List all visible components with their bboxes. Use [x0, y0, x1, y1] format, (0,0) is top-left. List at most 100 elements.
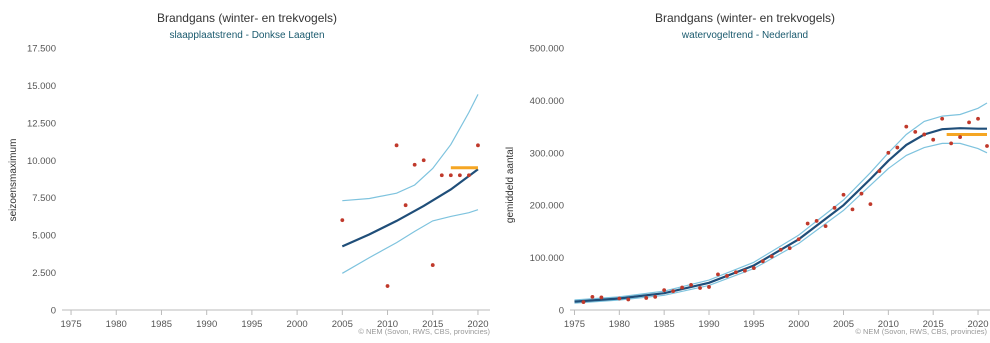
data-marks: [340, 143, 480, 288]
chart-subtitle: slaapplaatstrend - Donkse Laagten: [169, 30, 324, 41]
x-tick-label: 1980: [609, 319, 630, 330]
data-point: [448, 173, 453, 178]
data-point: [823, 224, 828, 229]
data-point: [814, 219, 819, 223]
x-tick-label: 2005: [332, 319, 353, 330]
data-point: [985, 144, 989, 148]
data-point: [886, 150, 891, 155]
data-point: [958, 135, 962, 139]
y-tick-label: 0: [559, 306, 564, 317]
data-point: [796, 237, 801, 242]
data-point: [698, 286, 702, 290]
x-tick-label: 1975: [564, 319, 585, 330]
chart-credits: © NEM (Sovon, RWS, CBS, provincies): [358, 327, 490, 336]
x-tick-label: 1975: [60, 319, 81, 330]
y-tick-label: 400.000: [530, 96, 564, 107]
chart-subtitle: watervogeltrend - Nederland: [681, 30, 808, 41]
data-point: [599, 295, 604, 300]
data-point: [787, 246, 792, 251]
data-point: [734, 270, 738, 275]
x-tick-label: 1990: [698, 319, 719, 330]
data-point: [868, 202, 873, 207]
data-point: [626, 297, 631, 302]
data-point: [439, 173, 444, 178]
y-tick-label: 200.000: [530, 201, 564, 212]
data-point: [662, 288, 667, 292]
data-point: [742, 268, 747, 273]
x-tick-label: 2000: [287, 319, 308, 330]
data-point: [671, 289, 676, 294]
data-marks: [574, 116, 989, 305]
x-tick-label: 1995: [743, 319, 764, 330]
chart-svg-slaapplaats: Brandgans (winter- en trekvogels) slaapp…: [8, 11, 491, 336]
data-point: [680, 285, 684, 290]
data-point: [949, 141, 954, 146]
data-point: [590, 295, 595, 299]
data-point: [385, 284, 390, 288]
chart-title: Brandgans (winter- en trekvogels): [157, 11, 337, 25]
data-point: [805, 221, 810, 226]
data-point: [340, 218, 345, 223]
data-point: [976, 116, 980, 121]
data-point: [707, 285, 711, 289]
y-tick-label: 5.000: [32, 231, 56, 242]
data-point: [760, 259, 765, 264]
data-point: [581, 300, 586, 305]
data-point: [877, 169, 882, 174]
data-point: [644, 296, 649, 300]
data-point: [931, 137, 936, 142]
data-point: [716, 272, 720, 277]
data-point: [967, 120, 971, 125]
x-tick-label: 2020: [967, 319, 988, 330]
data-point: [913, 129, 918, 134]
y-tick-label: 300.000: [530, 148, 564, 159]
chart-panel-slaapplaats: Brandgans (winter- en trekvogels) slaapp…: [0, 0, 495, 338]
x-tick-label: 2015: [923, 319, 944, 330]
data-point: [617, 296, 622, 301]
data-point: [430, 263, 435, 267]
lower-confidence-line: [341, 209, 479, 274]
x-tick-label: 2000: [788, 319, 809, 330]
data-point: [476, 143, 480, 148]
x-tick-label: 2015: [422, 319, 443, 330]
upper-confidence-line: [574, 102, 988, 301]
data-point: [751, 266, 756, 270]
y-tick-label: 15.000: [27, 81, 56, 92]
trend-line: [574, 127, 987, 303]
data-point: [457, 173, 462, 178]
data-point: [689, 282, 693, 287]
data-point: [895, 145, 900, 150]
data-point: [859, 191, 864, 196]
data-point: [725, 274, 729, 278]
data-point: [904, 124, 909, 129]
y-tick-label: 2.500: [32, 268, 56, 279]
data-point: [940, 116, 945, 121]
x-tick-label: 1990: [196, 319, 217, 330]
trend-line: [341, 168, 479, 248]
data-point: [778, 247, 783, 252]
upper-confidence-line: [342, 94, 479, 202]
data-point: [653, 295, 658, 299]
x-tick-label: 1985: [654, 319, 675, 330]
chart-panel-watervogel: Brandgans (winter- en trekvogels) waterv…: [495, 0, 990, 338]
x-tick-label: 1995: [241, 319, 262, 330]
data-point: [841, 192, 846, 197]
x-tick-label: 2020: [467, 319, 488, 330]
data-point: [467, 173, 471, 178]
axes: 1975 1980 1985 1990 1995 2000 2005 2010 2015 2020…: [27, 44, 490, 330]
y-tick-label: 0: [51, 306, 56, 317]
data-point: [850, 207, 855, 212]
data-point: [394, 143, 399, 148]
x-tick-label: 1980: [106, 319, 127, 330]
y-tick-label: 7.500: [32, 193, 56, 204]
confidence-band: [341, 94, 479, 274]
data-point: [769, 254, 774, 259]
chart-svg-watervogel: Brandgans (winter- en trekvogels) waterv…: [505, 11, 990, 336]
axes: 1975 1980 1985 1990 1995 2000 2005 2010 2015 2020…: [530, 44, 990, 330]
lower-confidence-line: [574, 142, 988, 304]
y-tick-label: 17.500: [27, 44, 56, 55]
data-point: [922, 132, 927, 137]
y-tick-label: 12.500: [27, 118, 56, 129]
x-tick-label: 2010: [377, 319, 398, 330]
data-point: [412, 162, 417, 167]
